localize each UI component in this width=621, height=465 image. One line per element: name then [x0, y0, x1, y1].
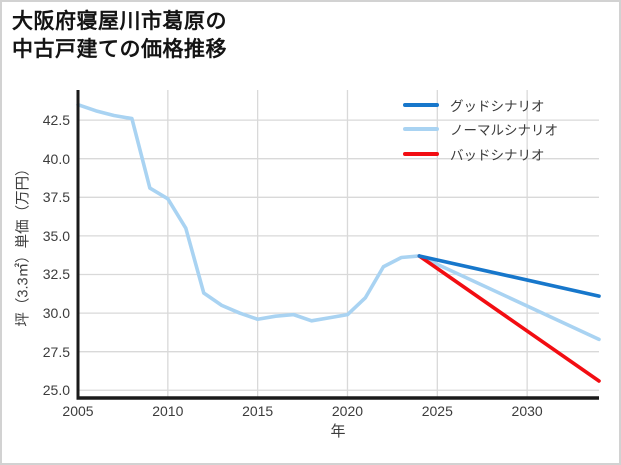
legend-entry-2: バッドシナリオ: [403, 144, 558, 163]
chart-title: 大阪府寝屋川市葛原の 中古戸建ての価格推移: [12, 10, 227, 61]
y-tick-label: 42.5: [42, 112, 70, 129]
y-tick-label: 30.0: [42, 305, 70, 322]
series-line-1: [417, 254, 601, 383]
x-tick-label: 2020: [331, 403, 364, 419]
legend-entry-1: ノーマルシナリオ: [403, 120, 558, 139]
legend: グッドシナリオ ノーマルシナリオ バッドシナリオ: [403, 95, 558, 169]
legend-entry-0: グッドシナリオ: [403, 95, 558, 114]
legend-label: バッドシナリオ: [450, 147, 545, 163]
x-tick-label: 2015: [242, 403, 274, 419]
x-tick-label: 2025: [421, 403, 453, 419]
y-tick-label: 27.5: [42, 343, 70, 360]
series-line-0: [76, 102, 601, 342]
series-line-2: [417, 254, 601, 298]
y-tick-label: 25.0: [42, 382, 70, 399]
x-tick-label: 2030: [511, 403, 543, 419]
legend-line-icon: [403, 102, 439, 107]
legend-line-icon: [403, 151, 439, 156]
y-tick-label: 37.5: [42, 189, 70, 206]
legend-label: ノーマルシナリオ: [450, 123, 558, 138]
x-axis-label: 年: [330, 423, 346, 440]
y-tick-label: 32.5: [42, 266, 70, 283]
x-tick-label: 2005: [62, 403, 94, 419]
legend-label: グッドシナリオ: [450, 98, 545, 114]
y-tick-label: 35.0: [42, 227, 70, 244]
y-tick-label: 40.0: [42, 150, 70, 167]
x-tick-label: 2010: [152, 403, 184, 419]
legend-line-icon: [403, 127, 439, 131]
